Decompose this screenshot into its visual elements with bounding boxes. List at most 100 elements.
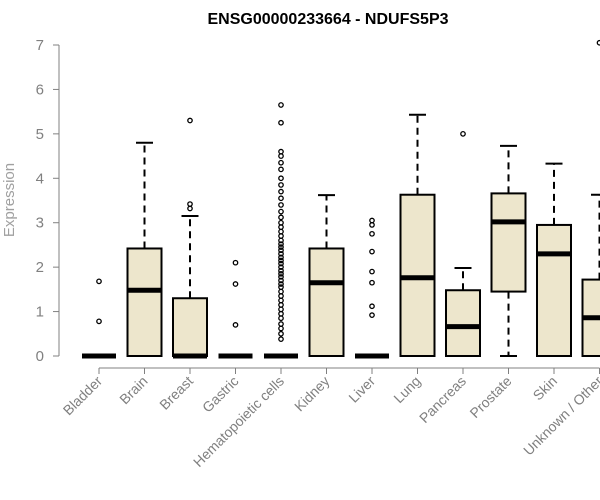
outlier-point [278,315,284,322]
x-tick-label: Lung [390,373,423,406]
outlier-point [278,195,284,202]
outlier-point [278,228,284,235]
outlier-point [187,205,193,212]
outlier-point [369,312,375,318]
outlier-point [278,297,284,304]
box-group [536,162,572,357]
box-group [308,194,345,358]
outlier-point [278,302,284,308]
y-axis: 0 1 2 3 4 5 6 7 [36,37,60,365]
outlier-point [278,267,284,274]
outlier-point [278,264,284,270]
outlier-point [278,159,284,166]
y-tick-label: 1 [36,304,44,321]
box-group [445,131,481,358]
box-group [264,102,298,359]
outlier-point [278,233,284,239]
y-tick-label: 3 [36,215,44,232]
outlier-point [278,330,284,337]
outlier-point [278,208,284,215]
outlier-point [278,336,284,342]
outlier-point [369,230,375,237]
box-group [218,259,253,359]
x-tick-label: Skin [530,373,561,404]
x-tick-label: Prostate [466,373,514,421]
outlier-point [369,222,375,228]
x-tick-label: Kidney [291,373,333,415]
x-tick-label: Gastric [199,373,242,416]
outlier-point [278,166,284,173]
x-tick-label: Brain [116,373,150,407]
box-group [172,117,208,359]
outlier-point [278,257,284,264]
x-tick-label: Bladder [60,373,106,419]
iqr-box [490,192,527,293]
outlier-point [96,278,102,285]
outlier-point [460,131,466,137]
box-group [399,113,436,357]
outlier-point [278,148,284,155]
outlier-point [187,117,193,124]
outlier-point [278,306,284,313]
outlier-point [232,281,239,287]
iqr-box [172,297,208,357]
outlier-point [278,284,284,290]
outlier-point [96,318,102,325]
outlier-point [278,102,284,108]
outlier-point [278,182,284,188]
outlier-point [369,279,375,286]
outlier-point [278,281,284,287]
outlier-point [278,188,284,195]
outlier-point [278,219,284,226]
outlier-point [187,201,193,207]
outlier-point [278,277,284,284]
y-tick-label: 7 [36,37,44,54]
outlier-point [278,241,284,247]
y-tick-label: 0 [36,348,44,365]
outlier-point [278,260,284,267]
x-tick-label: Hematopoietic cells [190,373,287,470]
iqr-box [445,289,481,358]
outlier-point [278,119,284,126]
box-group [355,217,389,359]
iqr-box [126,247,163,358]
outlier-point [278,325,284,332]
outlier-point [278,214,284,221]
outlier-point [278,293,284,299]
outlier-point [278,247,284,254]
outlier-point [369,217,375,224]
x-tick-label: Pancreas [416,373,469,426]
y-tick-label: 4 [36,170,44,187]
x-tick-label: Liver [345,373,378,406]
box-group [82,278,116,359]
outlier-point [369,248,375,255]
y-tick-label: 6 [36,81,44,98]
x-tick-label: Breast [156,373,196,413]
y-tick-label: 2 [36,259,44,276]
outlier-point [278,321,284,327]
chart-title: ENSG00000233664 - NDUFS5P3 [207,11,448,28]
outlier-point [369,303,375,310]
box-group [490,144,527,357]
outlier-point [278,153,284,159]
outlier-point [278,288,284,295]
iqr-box [536,223,572,357]
outlier-point [278,250,284,257]
y-axis-label: Expression [1,163,18,237]
outlier-point [278,270,284,277]
box-group [581,39,600,357]
box-group [126,141,163,358]
outlier-point [278,310,284,317]
iqr-box [308,247,345,358]
outlier-point [232,322,239,328]
x-tick-label: Unknown / Other [520,373,600,459]
outlier-point [278,244,284,250]
outlier-point [278,254,284,261]
outlier-point [278,224,284,231]
outlier-point [232,259,239,266]
outlier-point [278,274,284,280]
outlier-point [278,202,284,208]
